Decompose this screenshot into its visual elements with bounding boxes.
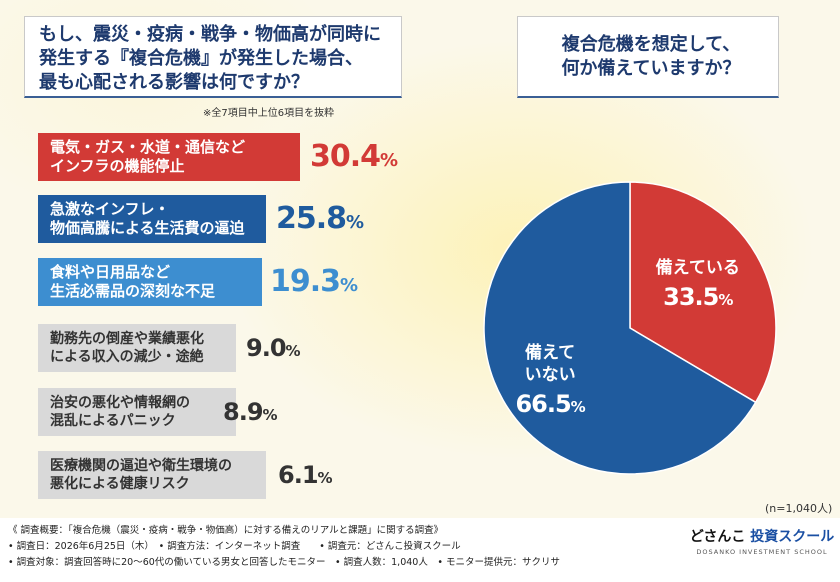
sample-size-label: (n=1,040人)	[765, 502, 833, 515]
bar-fill	[38, 133, 300, 181]
question-left-line: 発生する『複合危機』が発生した場合、	[39, 48, 363, 69]
bar-category-label: 食料や日用品など 生活必需品の深刻な不足	[50, 263, 215, 301]
bar-category-line: 食料や日用品など	[50, 263, 171, 281]
bar-category-line: 急激なインフレ・	[50, 200, 170, 218]
question-left-line: もし、震災・疫病・戦争・物価高が同時に	[39, 24, 381, 45]
pie-slice-value-unit: %	[570, 397, 586, 416]
bar-item: 電気・ガス・水道・通信など インフラの機能停止 30.4%	[38, 133, 418, 181]
footer-line: 《 調査概要：「複合危機（震災・疫病・戦争・物価高）に対する備えのリアルと課題」…	[8, 525, 444, 536]
bar-item: 食料や日用品など 生活必需品の深刻な不足 19.3%	[38, 258, 418, 306]
bar-category-line: 治安の悪化や情報網の	[50, 395, 190, 411]
bar-category-line: 悪化による健康リスク	[50, 476, 190, 492]
brand-name-part: どさんこ	[689, 529, 746, 545]
bar-value-label: 8.9%	[223, 398, 278, 426]
question-right-line: 何か備えていますか？	[561, 58, 741, 79]
pie-slice-label: 備えている 33.5%	[648, 257, 748, 311]
pie-slice-name: 備えている	[655, 258, 740, 279]
pie-slice	[483, 181, 757, 475]
bar-value-number: 8.9	[223, 398, 264, 426]
bar-category-line: インフラの機能停止	[50, 157, 185, 175]
bar-category-line: による収入の減少・途絶	[50, 349, 204, 365]
pie-slice-value-unit: %	[718, 291, 733, 310]
bar-value-unit: %	[262, 406, 278, 424]
brand-name-part: 投資スクール	[750, 529, 835, 545]
question-right-line: 複合危機を想定して、	[561, 34, 741, 55]
bar-fill	[38, 324, 236, 372]
bar-value-number: 9.0	[246, 334, 287, 362]
bar-value-number: 25.8	[276, 201, 347, 236]
bar-value-number: 30.4	[310, 139, 381, 174]
footer-line: • 調査日：2026年6月25日（木） • 調査方法：インターネット調査 • 調…	[8, 541, 461, 552]
bar-fill	[38, 451, 266, 499]
bar-category-line: 物価高騰による生活費の逼迫	[50, 219, 245, 237]
bar-category-label: 電気・ガス・水道・通信など インフラの機能停止	[50, 138, 245, 176]
pie-slice-value: 66.5%	[500, 390, 600, 418]
bar-value-number: 19.3	[270, 264, 341, 299]
bar-item: 治安の悪化や情報網の 混乱によるパニック 8.9%	[38, 388, 418, 436]
bar-item: 急激なインフレ・ 物価高騰による生活費の逼迫 25.8%	[38, 195, 418, 243]
brand-name: どさんこ 投資スクール	[688, 526, 836, 546]
pie-slice-value-number: 33.5	[663, 283, 719, 312]
bar-category-label: 医療機関の逼迫や衛生環境の 悪化による健康リスク	[50, 457, 232, 493]
bar-value-number: 6.1	[278, 461, 319, 489]
bar-category-label: 治安の悪化や情報網の 混乱によるパニック	[50, 394, 190, 430]
bar-value-unit: %	[317, 469, 333, 487]
brand-subtitle: DOSANKO INVESTMENT SCHOOL	[696, 548, 828, 556]
bar-value-unit: %	[380, 150, 398, 171]
bar-value-unit: %	[340, 275, 358, 296]
brand-logo: どさんこ 投資スクール DOSANKO INVESTMENT SCHOOL	[688, 526, 836, 556]
bar-fill	[38, 195, 266, 243]
bar-category-line: 勤務先の倒産や業績悪化	[50, 331, 204, 347]
pie-slice-name: 備えて いない	[524, 342, 576, 385]
bar-value-label: 25.8%	[276, 201, 364, 236]
pie-slice-value-number: 66.5	[515, 389, 571, 418]
footer-line: • 調査対象：調査回答時に20〜60代の働いている男女と回答したモニター • 調…	[8, 557, 560, 568]
bar-value-label: 6.1%	[278, 461, 333, 489]
bar-value-unit: %	[346, 212, 364, 233]
bar-value-unit: %	[285, 342, 301, 360]
bar-category-label: 急激なインフレ・ 物価高騰による生活費の逼迫	[50, 200, 245, 238]
bar-fill	[38, 388, 236, 436]
bar-fill	[38, 258, 262, 306]
bar-item: 勤務先の倒産や業績悪化 による収入の減少・途絶 9.0%	[38, 324, 418, 372]
pie-chart	[483, 181, 777, 475]
bar-category-line: 医療機関の逼迫や衛生環境の	[50, 458, 232, 474]
question-right-box: 複合危機を想定して、 何か備えていますか？	[517, 16, 779, 98]
bar-item: 医療機関の逼迫や衛生環境の 悪化による健康リスク 6.1%	[38, 451, 418, 499]
question-left-box: もし、震災・疫病・戦争・物価高が同時に 発生する『複合危機』が発生した場合、 最…	[24, 16, 402, 98]
bar-value-label: 19.3%	[270, 264, 358, 299]
excerpt-note: ※全7項目中上位6項目を抜粋	[203, 108, 335, 119]
pie-slice-value: 33.5%	[648, 283, 748, 311]
bar-category-line: 電気・ガス・水道・通信など	[50, 138, 246, 156]
pie-slice-label: 備えて いない 66.5%	[500, 342, 600, 418]
bar-category-label: 勤務先の倒産や業績悪化 による収入の減少・途絶	[50, 330, 204, 366]
bar-category-line: 生活必需品の深刻な不足	[50, 282, 216, 300]
bar-category-line: 混乱によるパニック	[50, 413, 176, 429]
bar-value-label: 30.4%	[310, 139, 398, 174]
bar-value-label: 9.0%	[246, 334, 301, 362]
question-left-line: 最も心配される影響は何ですか？	[39, 72, 309, 93]
pie-slice	[629, 181, 777, 404]
survey-footer: 《 調査概要：「複合危機（震災・疫病・戦争・物価高）に対する備えのリアルと課題」…	[0, 518, 840, 582]
